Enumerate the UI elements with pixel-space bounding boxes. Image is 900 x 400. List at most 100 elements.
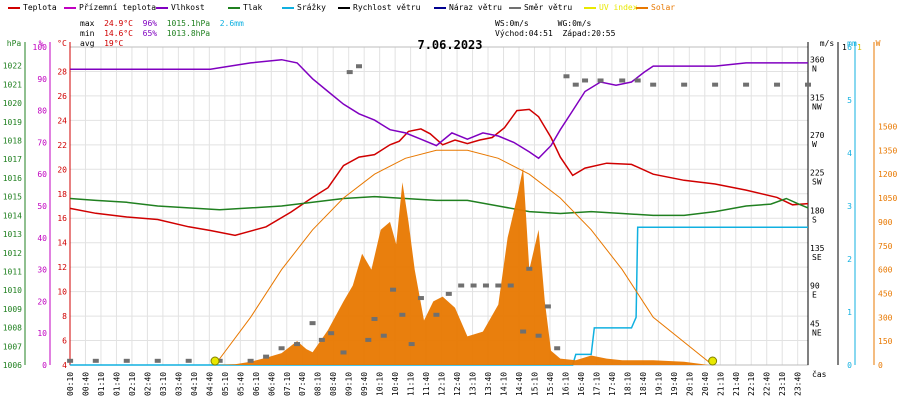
x-tick-label: 11:40 <box>422 372 431 396</box>
series-sm-r-v-tru-point <box>309 321 316 326</box>
axis-tick-label-hpa: 1018 <box>3 137 22 146</box>
legend-label: Tlak <box>243 3 263 12</box>
stats-min-hum: 65% <box>142 29 158 38</box>
axis-tick-label-temp: 16 <box>57 214 67 223</box>
wind-speed-info: WS:0m/s WG:0m/s <box>495 19 591 28</box>
series-sm-r-v-tru-point <box>774 82 781 87</box>
x-tick-label: 00:10 <box>66 372 75 396</box>
legend-item: UV index <box>584 3 638 12</box>
legend-swatch <box>338 6 350 9</box>
series-sm-r-v-tru-point <box>712 82 719 87</box>
axis-tick-label-pct: 40 <box>37 234 47 243</box>
legend-item: Přízemní teplota <box>64 3 156 12</box>
axis-tick-label-temp: 26 <box>57 92 67 101</box>
axis-tick-label-hpa: 1015 <box>3 193 22 202</box>
x-tick-label: 03:10 <box>159 372 168 396</box>
series-sm-r-v-tru-point <box>572 82 579 87</box>
stats-min-press: 1013.8hPa <box>166 29 211 38</box>
x-tick-label: 09:40 <box>360 372 369 396</box>
x-tick-label: 00:40 <box>81 372 90 396</box>
axis-tick-label-dir-compass: NE <box>812 328 822 337</box>
legend-label: Přízemní teplota <box>79 3 157 12</box>
legend-swatch <box>282 6 294 9</box>
axis-unit-ms: m/s <box>820 39 835 48</box>
legend-item: Srážky <box>282 3 326 12</box>
series-sm-r-v-tru-point <box>92 358 99 363</box>
x-tick-label: 04:10 <box>190 372 199 396</box>
x-tick-label: 17:40 <box>608 372 617 396</box>
series-sm-r-v-tru-point <box>535 333 542 338</box>
axis-tick-label-dir-compass: N <box>812 65 817 74</box>
axis-unit-hpa: hPa <box>7 39 22 48</box>
series-sm-r-v-tru-point <box>185 358 192 363</box>
x-tick-label: 08:40 <box>329 372 338 396</box>
sunrise-time: Východ:04:51 <box>495 29 553 38</box>
axis-tick-label-w: 1050 <box>878 194 897 203</box>
axis-tick-label-pct: 50 <box>37 202 47 211</box>
series-sm-r-v-tru-point <box>445 291 452 296</box>
wind-gust-now: WG:0m/s <box>557 19 592 28</box>
axis-tick-label-temp: 14 <box>57 239 67 248</box>
x-tick-label: 15:40 <box>546 372 555 396</box>
x-tick-label: 01:10 <box>97 372 106 396</box>
legend-swatch <box>8 6 20 9</box>
series-solar-area <box>213 167 709 365</box>
x-tick-label: 04:40 <box>205 372 214 396</box>
stats-rain: 2.6mm <box>219 19 244 28</box>
series-sm-r-v-tru-point <box>263 354 270 359</box>
legend-label: UV index <box>599 3 638 12</box>
axis-unit-mm: mm <box>847 39 857 48</box>
axis-tick-label-w: 300 <box>878 313 893 322</box>
series-sm-r-v-tru-point <box>318 337 325 342</box>
x-tick-label: 11:10 <box>407 372 416 396</box>
series-sm-r-v-tru-point <box>495 283 502 288</box>
axis-tick-label-dir-compass: SE <box>812 253 822 262</box>
x-tick-label: 18:10 <box>623 372 632 396</box>
x-tick-label: 22:40 <box>763 372 772 396</box>
legend-swatch <box>636 6 648 9</box>
series-sm-r-v-tru-point <box>597 78 604 83</box>
x-tick-label: 17:10 <box>592 372 601 396</box>
axis-tick-label-w: 1350 <box>878 146 897 155</box>
axis-tick-label-temp: 28 <box>57 67 67 76</box>
axis-tick-label-dir: 360 <box>810 56 825 65</box>
axis-tick-label-dir: 45 <box>810 319 820 328</box>
series-sm-r-v-tru-point <box>743 82 750 87</box>
axis-tick-label-hpa: 1021 <box>3 80 22 89</box>
axis-unit-temp: °C <box>57 39 67 48</box>
x-tick-label: 06:10 <box>252 372 261 396</box>
series-sm-r-v-tru-point <box>399 312 406 317</box>
x-tick-label: 13:40 <box>484 372 493 396</box>
axis-tick-label-dir-compass: NW <box>812 102 822 111</box>
legend-swatch <box>509 6 521 9</box>
legend-item: Vlhkost <box>156 3 205 12</box>
axis-tick-label-mm: 2 <box>847 255 852 264</box>
stats-avg-label: avg <box>80 39 95 48</box>
axis-tick-label-temp: 10 <box>57 288 67 297</box>
x-tick-label: 20:10 <box>685 372 694 396</box>
series-vlhkost-line <box>70 58 808 160</box>
axis-tick-label-pct: 0 <box>42 361 47 370</box>
axis-tick-label-hpa: 1006 <box>3 361 22 370</box>
x-tick-label: 09:10 <box>345 372 354 396</box>
axis-tick-label-hpa: 1007 <box>3 342 22 351</box>
x-tick-label: 05:40 <box>236 372 245 396</box>
axis-tick-label-temp: 22 <box>57 141 67 150</box>
series-sm-r-v-tru-point <box>328 331 335 336</box>
x-tick-label: 15:10 <box>530 372 539 396</box>
legend-label: Solar <box>651 3 676 12</box>
axis-tick-label-mm: 5 <box>847 96 852 105</box>
series-tlak-line <box>70 195 809 217</box>
x-tick-label: 03:40 <box>174 372 183 396</box>
legend-swatch <box>156 6 168 9</box>
axis-tick-label-hpa: 1011 <box>3 267 22 276</box>
x-tick-label: 14:10 <box>500 372 509 396</box>
chart-date: 7.06.2023 <box>417 38 483 52</box>
x-tick-label: 19:40 <box>670 372 679 396</box>
axis-tick-label-temp: 6 <box>62 337 67 346</box>
x-tick-label: 23:40 <box>794 372 803 396</box>
axis-tick-label-temp: 24 <box>57 116 67 125</box>
series-sm-r-v-tru-point <box>417 296 424 301</box>
